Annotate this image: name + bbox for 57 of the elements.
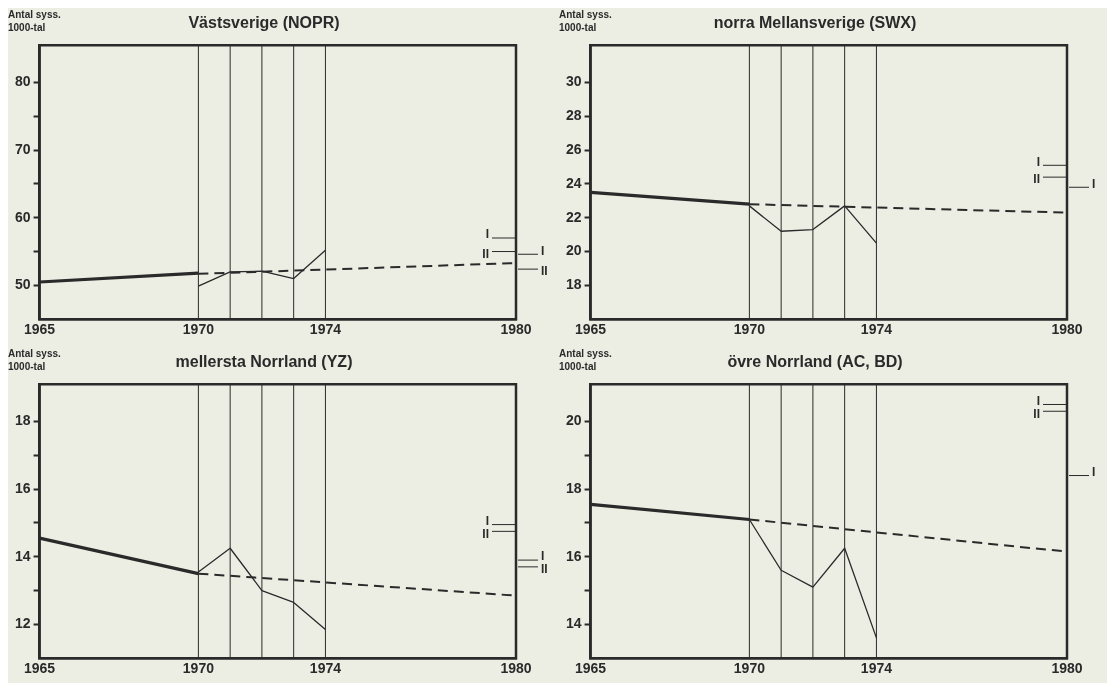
- y-tick-label: 18: [565, 479, 582, 496]
- y-tick-label: 20: [565, 412, 582, 429]
- y-tick-label: 12: [14, 615, 31, 632]
- x-tick-label: 1974: [860, 321, 893, 338]
- x-tick-label: 1980: [500, 660, 532, 677]
- ref-line-label: I: [1092, 176, 1096, 191]
- y-tick-label: 16: [565, 547, 582, 564]
- ref-line-label: I: [541, 243, 545, 258]
- ref-line-label: I: [1092, 464, 1096, 479]
- y-tick-label: 16: [14, 479, 31, 496]
- y-tick-label: 20: [565, 242, 582, 259]
- x-tick-label: 1974: [309, 660, 342, 677]
- x-tick-label: 1965: [23, 660, 56, 677]
- ref-line-label: I: [485, 227, 489, 242]
- y-tick-label: 80: [14, 73, 31, 90]
- ref-line-label: II: [541, 264, 548, 279]
- y-tick-label: 60: [14, 208, 31, 225]
- ref-line-label: I: [1036, 154, 1040, 169]
- x-tick-label: 1970: [182, 660, 215, 677]
- y-tick-label: 70: [14, 140, 31, 157]
- chart-title: norra Mellansverige (SWX): [713, 14, 917, 32]
- chart-title: Västsverige (NOPR): [188, 14, 340, 32]
- x-tick-label: 1980: [1051, 321, 1083, 338]
- ref-line-label: II: [1033, 406, 1040, 421]
- y-tick-label: 26: [565, 140, 582, 157]
- x-tick-label: 1974: [309, 321, 342, 338]
- ref-line-label: II: [541, 562, 548, 577]
- x-tick-label: 1965: [574, 321, 607, 338]
- y-axis-title: Antal syss. 1000-tal: [559, 8, 612, 34]
- x-tick-label: 1970: [733, 660, 766, 677]
- ref-line-label: I: [1036, 393, 1040, 408]
- chart-title: mellersta Norrland (YZ): [175, 353, 353, 371]
- y-tick-label: 18: [14, 412, 31, 429]
- y-tick-label: 14: [565, 615, 582, 632]
- y-tick-label: 22: [565, 208, 582, 225]
- x-tick-label: 1970: [733, 321, 766, 338]
- y-axis-title: Antal syss. 1000-tal: [8, 347, 61, 373]
- ref-line-label: II: [482, 246, 489, 261]
- x-tick-label: 1974: [860, 660, 893, 677]
- ref-line-label: I: [485, 513, 489, 528]
- y-tick-label: 24: [565, 174, 582, 191]
- y-axis-title: Antal syss. 1000-tal: [8, 8, 61, 34]
- x-tick-label: 1980: [500, 321, 532, 338]
- x-tick-label: 1965: [23, 321, 56, 338]
- x-tick-label: 1965: [574, 660, 607, 677]
- y-tick-label: 14: [14, 547, 31, 564]
- ref-line-label: II: [482, 526, 489, 541]
- chart-title: övre Norrland (AC, BD): [727, 353, 903, 371]
- ref-line-label: I: [541, 549, 545, 564]
- y-tick-label: 30: [565, 73, 582, 90]
- x-tick-label: 1980: [1051, 660, 1083, 677]
- ref-line-label: II: [1033, 172, 1040, 187]
- y-tick-label: 28: [565, 107, 582, 124]
- y-tick-label: 18: [565, 276, 582, 293]
- x-tick-label: 1970: [182, 321, 215, 338]
- y-axis-title: Antal syss. 1000-tal: [559, 347, 612, 373]
- y-tick-label: 50: [14, 276, 31, 293]
